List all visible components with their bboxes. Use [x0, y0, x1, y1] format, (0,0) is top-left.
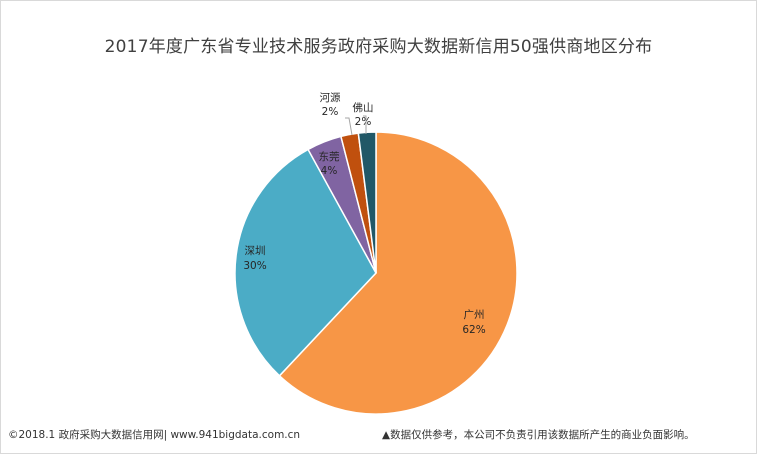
leader-line-heyuan — [345, 117, 353, 136]
slice-label-name: 佛山 — [353, 101, 374, 114]
leader-line-foshan — [363, 115, 367, 134]
copyright-footer: ©2018.1 政府采购大数据信用网| www.941bigdata.com.c… — [8, 429, 301, 441]
slice-label-name: 东莞 — [319, 150, 340, 163]
slice-label-percent: 2% — [322, 106, 339, 118]
slice-label-percent: 4% — [321, 165, 338, 177]
slice-label-percent: 62% — [462, 324, 485, 336]
slice-label-name: 河源 — [320, 91, 341, 104]
slice-label-percent: 2% — [355, 116, 372, 128]
slice-label-percent: 30% — [243, 260, 266, 272]
slice-label-name: 广州 — [464, 309, 485, 321]
pie-slice-4 — [357, 131, 377, 274]
disclaimer-footer: ▲数据仅供参考，本公司不负责引用该数据所产生的商业负面影响。 — [382, 429, 695, 441]
slice-label-name: 深圳 — [245, 245, 266, 257]
chart-title: 2017年度广东省专业技术服务政府采购大数据新信用50强供商地区分布 — [104, 37, 653, 57]
pie-slice-1 — [234, 148, 377, 377]
pie-slice-0 — [278, 131, 518, 415]
